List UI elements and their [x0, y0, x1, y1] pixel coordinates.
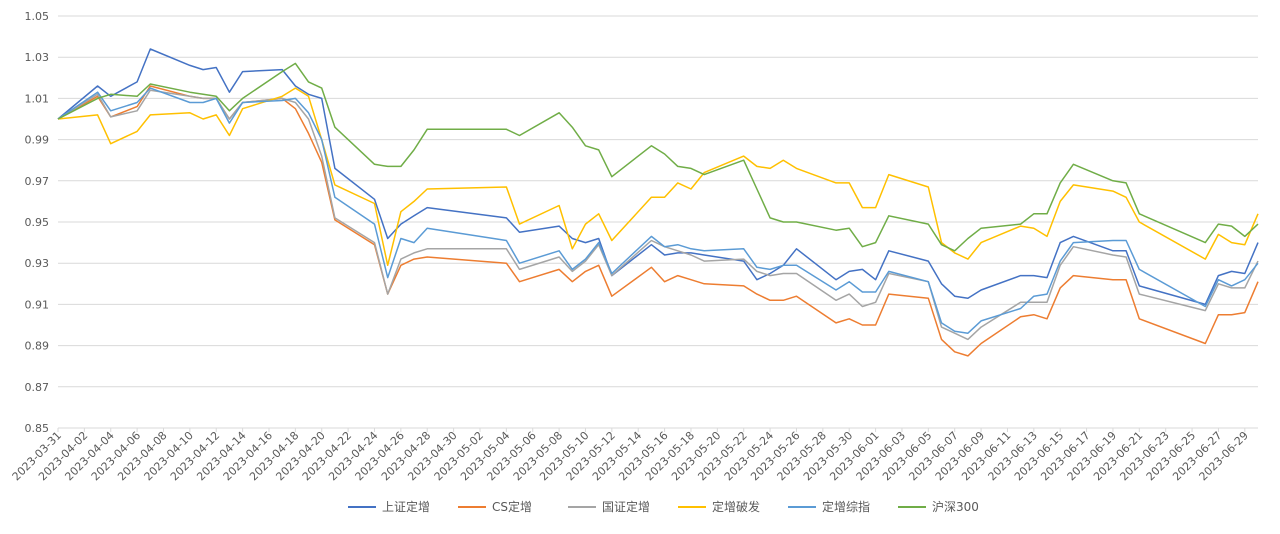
- series-line: [57, 89, 1259, 341]
- series-line: [57, 85, 1259, 357]
- y-tick-label: 0.85: [25, 422, 50, 435]
- legend-label: 定增破发: [712, 499, 760, 514]
- series-lines: [57, 48, 1259, 357]
- y-tick-label: 0.91: [25, 298, 50, 311]
- series-line: [57, 48, 1259, 306]
- y-tick-label: 0.99: [25, 134, 50, 147]
- series-line: [57, 87, 1259, 334]
- gridlines: [58, 15, 1258, 429]
- y-tick-label: 0.97: [25, 175, 50, 188]
- legend: 上证定增 CS定增 国证定增 定增破发 定增综指 沪深300: [348, 499, 979, 514]
- y-tick-label: 1.05: [25, 10, 50, 23]
- y-tick-label: 0.93: [25, 257, 50, 270]
- legend-label: 国证定增: [602, 499, 650, 514]
- y-tick-label: 1.03: [25, 51, 50, 64]
- x-axis-tick-labels: 2023-03-312023-04-022023-04-042023-04-06…: [10, 428, 1251, 483]
- legend-label: 上证定增: [382, 499, 430, 514]
- y-tick-label: 1.01: [25, 92, 50, 105]
- legend-label: CS定增: [492, 499, 532, 514]
- y-tick-label: 0.87: [25, 381, 50, 394]
- legend-label: 沪深300: [932, 500, 979, 514]
- y-axis-tick-labels: 0.85 0.87 0.89 0.91 0.93 0.95 0.97 0.99 1.01 1.03…: [25, 10, 50, 435]
- series-line: [57, 62, 1259, 252]
- y-tick-label: 0.89: [25, 340, 50, 353]
- series-line: [57, 87, 1259, 267]
- y-tick-label: 0.95: [25, 216, 50, 229]
- legend-label: 定增综指: [822, 499, 870, 514]
